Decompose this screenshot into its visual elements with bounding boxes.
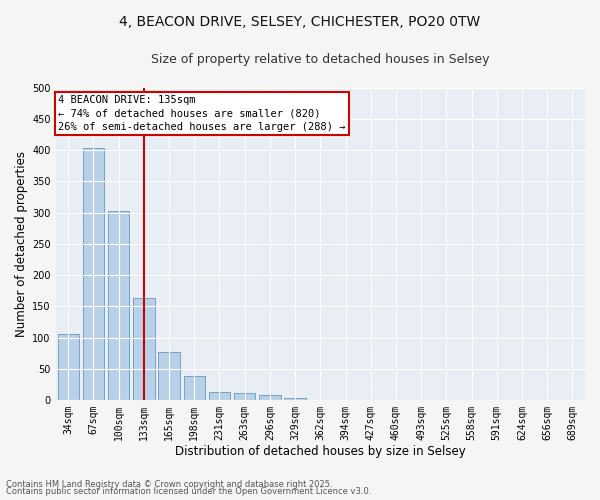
Bar xyxy=(108,210,130,400)
Title: Size of property relative to detached houses in Selsey: Size of property relative to detached ho… xyxy=(151,52,490,66)
Bar xyxy=(234,394,256,400)
Text: 4, BEACON DRIVE, SELSEY, CHICHESTER, PO20 0TW: 4, BEACON DRIVE, SELSEY, CHICHESTER, PO2… xyxy=(119,15,481,29)
Bar xyxy=(209,392,230,400)
Y-axis label: Number of detached properties: Number of detached properties xyxy=(15,151,28,337)
Bar xyxy=(58,334,79,400)
Bar xyxy=(83,148,104,400)
Text: Contains public sector information licensed under the Open Government Licence v3: Contains public sector information licen… xyxy=(6,487,371,496)
Bar xyxy=(259,394,281,400)
X-axis label: Distribution of detached houses by size in Selsey: Distribution of detached houses by size … xyxy=(175,444,466,458)
Bar xyxy=(184,376,205,400)
Text: 4 BEACON DRIVE: 135sqm
← 74% of detached houses are smaller (820)
26% of semi-de: 4 BEACON DRIVE: 135sqm ← 74% of detached… xyxy=(58,96,346,132)
Bar xyxy=(158,352,180,400)
Bar xyxy=(284,398,306,400)
Text: Contains HM Land Registry data © Crown copyright and database right 2025.: Contains HM Land Registry data © Crown c… xyxy=(6,480,332,489)
Bar xyxy=(133,298,155,400)
